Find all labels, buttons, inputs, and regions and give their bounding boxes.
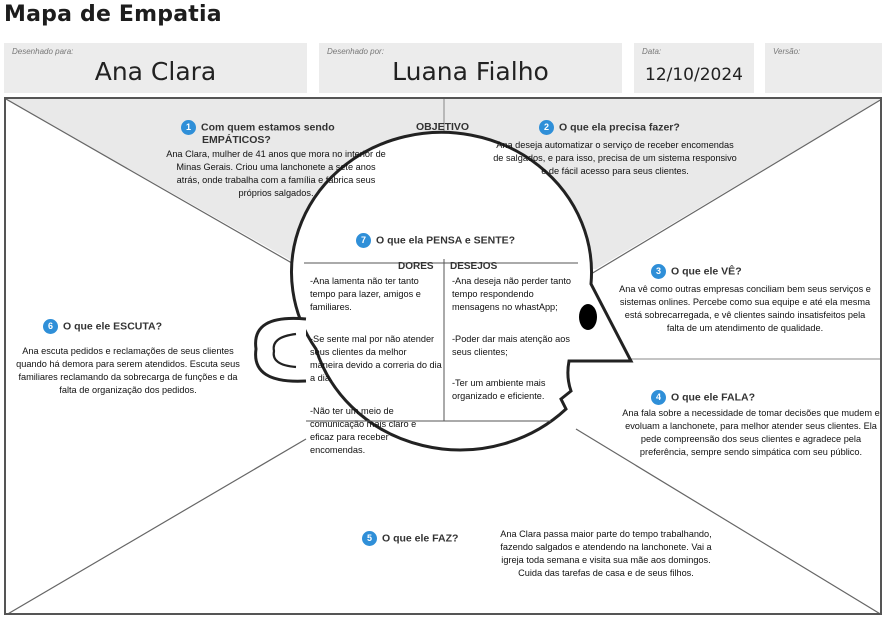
head-outline	[290, 130, 634, 452]
section-7-title: 7 O que ela PENSA e SENTE?	[356, 233, 515, 248]
section-6-title-text: O que ele ESCUTA?	[63, 320, 162, 333]
objective-label: OBJETIVO	[416, 121, 470, 133]
section-1-badge: 1	[181, 120, 196, 135]
section-3-title: 3 O que ele VÊ?	[651, 264, 742, 279]
desires-header: DESEJOS	[450, 261, 498, 272]
section-1-text: Ana Clara, mulher de 41 anos que mora no…	[166, 149, 386, 198]
eye-shape	[579, 304, 597, 330]
pain-2: -Se sente mal por não atender seus clien…	[310, 334, 442, 383]
section-1-title: 1 Com quem estamos sendo	[181, 120, 335, 135]
date-field[interactable]: Data: 12/10/2024	[634, 43, 754, 93]
designed-for-value: Ana Clara	[94, 57, 217, 86]
designed-by-field[interactable]: Desenhado por: Luana Fialho	[319, 43, 622, 93]
diagonal-bottom-left	[8, 438, 307, 613]
designed-by-label: Desenhado por:	[327, 47, 384, 56]
section-3-badge: 3	[651, 264, 666, 279]
date-value: 12/10/2024	[645, 65, 743, 85]
pain-3: -Não ter um meio de comunicação mais cla…	[310, 406, 417, 455]
section-7-title-text: O que ela PENSA e SENTE?	[376, 234, 516, 247]
diagonal-top-left	[6, 99, 312, 275]
section-5-text: Ana Clara passa maior parte do tempo tra…	[500, 529, 712, 578]
desire-1: -Ana deseja não perder tanto tempo respo…	[452, 276, 572, 312]
page-title: Mapa de Empatia	[4, 2, 222, 27]
section-2-title-text: O que ela precisa fazer?	[559, 121, 680, 134]
pain-1: -Ana lamenta não ter tanto tempo para la…	[310, 276, 421, 312]
empathy-map-lines	[6, 99, 880, 613]
empathy-map-canvas: OBJETIVO 1 Com quem estamos sendo EMPÁTIC…	[4, 97, 882, 615]
version-label: Versão:	[773, 47, 801, 56]
section-5-title-text: O que ele FAZ?	[382, 532, 459, 545]
section-6-badge: 6	[43, 319, 58, 334]
section-3-text: Ana vê como outras empresas conciliam be…	[619, 284, 871, 333]
section-4-title: 4 O que ele FALA?	[651, 390, 755, 405]
section-7-badge: 7	[356, 233, 371, 248]
section-6-title: 6 O que ele ESCUTA?	[43, 319, 162, 334]
diagonal-bottom-right	[575, 428, 880, 613]
desire-3: -Ter um ambiente mais organizado e efici…	[452, 378, 546, 401]
version-field[interactable]: Versão:	[765, 43, 882, 93]
section-2-text: Ana deseja automatizar o serviço de rece…	[493, 140, 737, 176]
ear-inner	[272, 332, 297, 369]
date-label: Data:	[642, 47, 662, 56]
designed-by-value: Luana Fialho	[392, 57, 549, 86]
section-4-title-text: O que ele FALA?	[671, 391, 756, 404]
section-5-badge: 5	[362, 531, 377, 546]
ear-outer	[254, 316, 307, 383]
section-1-title-line1: Com quem estamos sendo	[201, 121, 335, 134]
section-1-title-line2: EMPÁTICOS?	[202, 134, 271, 146]
section-4-text: Ana fala sobre a necessidade de tomar de…	[622, 408, 880, 457]
desire-2: -Poder dar mais atenção aos seus cliente…	[452, 334, 570, 357]
diagonal-top-right	[590, 99, 880, 275]
designed-for-field[interactable]: Desenhado para: Ana Clara	[4, 43, 307, 93]
section-4-badge: 4	[651, 390, 666, 405]
section-2-badge: 2	[539, 120, 554, 135]
designed-for-label: Desenhado para:	[12, 47, 74, 56]
section-6-text: Ana escuta pedidos e reclamações de seus…	[16, 346, 240, 395]
section-3-title-text: O que ele VÊ?	[671, 265, 742, 278]
section-2-title: 2 O que ela precisa fazer?	[539, 120, 680, 135]
section-5-title: 5 O que ele FAZ?	[362, 531, 458, 546]
pains-header: DORES	[398, 261, 434, 272]
